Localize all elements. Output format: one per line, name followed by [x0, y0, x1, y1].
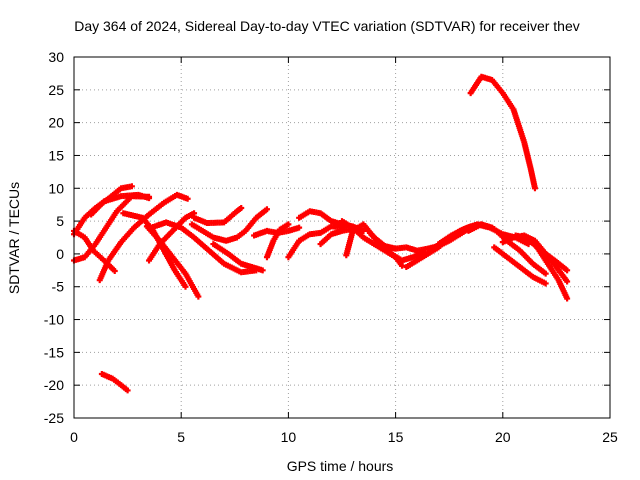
y-tick-label: -15: [44, 344, 64, 360]
data-point: [564, 267, 571, 274]
series-track: [143, 223, 202, 300]
x-tick-label: 0: [70, 429, 78, 445]
series-track: [98, 371, 131, 394]
data-point: [182, 283, 189, 290]
y-tick-label: 0: [56, 246, 64, 262]
data-point: [124, 387, 131, 394]
data-point: [111, 267, 118, 274]
series-track: [403, 221, 496, 271]
x-tick-label: 20: [495, 429, 511, 445]
data-point: [285, 221, 292, 228]
y-tick-label: 20: [48, 115, 64, 131]
data-point: [542, 280, 549, 287]
data-point: [238, 204, 245, 211]
data-point: [259, 267, 266, 274]
y-tick-label: -5: [52, 279, 65, 295]
series-track: [263, 221, 292, 261]
series-track: [491, 244, 549, 287]
plot-frame: [73, 56, 611, 419]
y-tick-label: -25: [44, 410, 64, 426]
x-tick-label: 15: [388, 429, 404, 445]
data-point: [128, 183, 135, 190]
series-track: [285, 223, 348, 261]
data-point: [564, 295, 571, 302]
data-point: [531, 185, 538, 192]
series-track: [467, 73, 538, 192]
y-tick-label: 5: [56, 213, 64, 229]
y-tick-label: 15: [48, 147, 64, 163]
data-point: [296, 224, 303, 231]
series-track: [188, 206, 270, 244]
series-track: [465, 221, 549, 277]
y-tick-label: 30: [48, 49, 64, 65]
x-tick-label: 10: [281, 429, 297, 445]
chart-title: Day 364 of 2024, Sidereal Day-to-day VTE…: [74, 18, 580, 34]
data-point: [360, 227, 367, 234]
data-point: [542, 270, 549, 277]
series-track: [534, 241, 571, 274]
plot-marks: [71, 73, 571, 394]
series-track: [88, 191, 153, 218]
x-tick-label: 5: [177, 429, 185, 445]
data-point: [184, 195, 191, 202]
y-tick-label: -10: [44, 312, 64, 328]
data-point: [399, 262, 406, 269]
x-axis-ticks: 0 5 10 15 20 25: [70, 57, 618, 445]
data-point: [195, 293, 202, 300]
y-axis-ticks: -25 -20 -15 -10 -5 0 5 10 15 20 25 30: [44, 49, 610, 426]
series-track: [191, 204, 245, 227]
y-tick-label: 10: [48, 180, 64, 196]
y-tick-label: 25: [48, 82, 64, 98]
data-point: [564, 278, 571, 285]
x-axis-label: GPS time / hours: [287, 458, 394, 474]
series-track: [71, 227, 118, 274]
y-tick-label: -20: [44, 377, 64, 393]
data-point: [263, 206, 270, 213]
data-point: [146, 195, 153, 202]
series-track: [148, 219, 260, 276]
y-axis-label: SDTVAR / TECUs: [6, 182, 22, 294]
series-track: [210, 241, 266, 274]
x-tick-label: 25: [602, 429, 618, 445]
